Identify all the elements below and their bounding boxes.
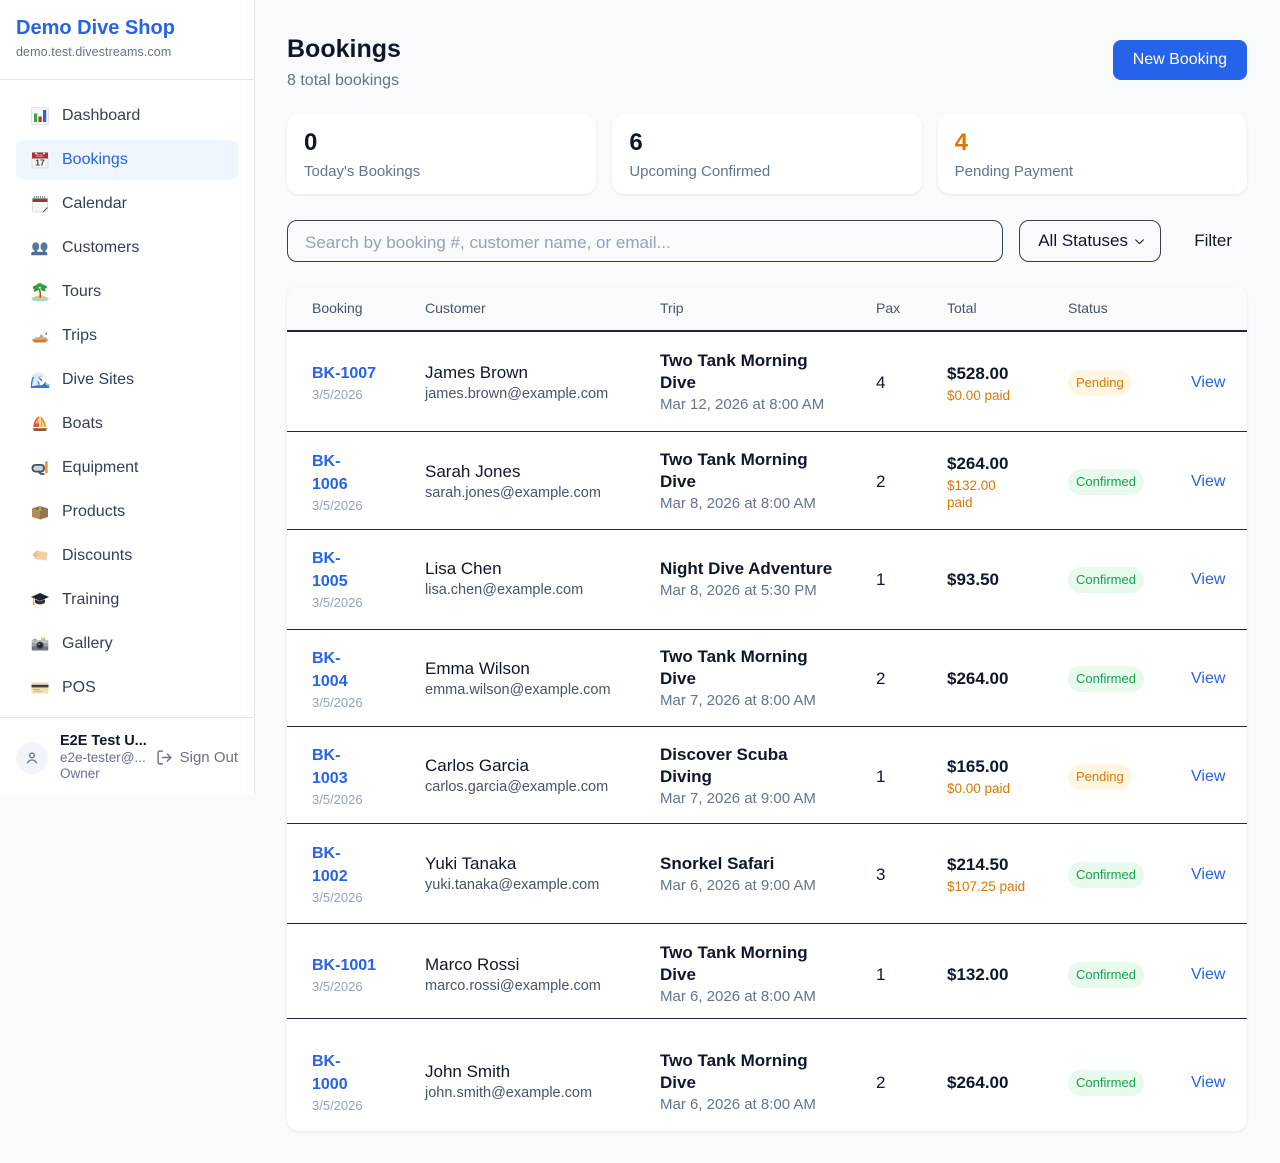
svg-text:JUL: JUL xyxy=(36,153,44,158)
svg-text:17: 17 xyxy=(35,158,45,168)
